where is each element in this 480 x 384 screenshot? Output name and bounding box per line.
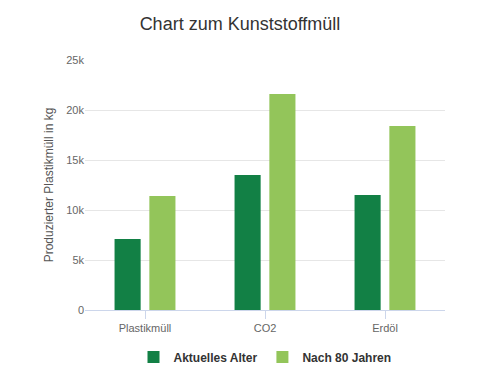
svg-text:Aktuelles Alter: Aktuelles Alter bbox=[174, 351, 258, 365]
svg-text:CO2: CO2 bbox=[254, 322, 277, 334]
svg-text:10k: 10k bbox=[66, 204, 84, 216]
svg-text:Nach 80 Jahren: Nach 80 Jahren bbox=[302, 351, 391, 365]
svg-text:Erdöl: Erdöl bbox=[372, 322, 398, 334]
svg-text:Produzierter Plastikmüll in kg: Produzierter Plastikmüll in kg bbox=[42, 108, 56, 263]
svg-text:Plastikmüll: Plastikmüll bbox=[119, 322, 172, 334]
svg-text:5k: 5k bbox=[72, 254, 84, 266]
svg-text:20k: 20k bbox=[66, 104, 84, 116]
svg-text:25k: 25k bbox=[66, 54, 84, 66]
svg-text:Chart zum Kunststoffmüll: Chart zum Kunststoffmüll bbox=[140, 14, 341, 34]
svg-text:0: 0 bbox=[78, 304, 84, 316]
svg-text:15k: 15k bbox=[66, 154, 84, 166]
